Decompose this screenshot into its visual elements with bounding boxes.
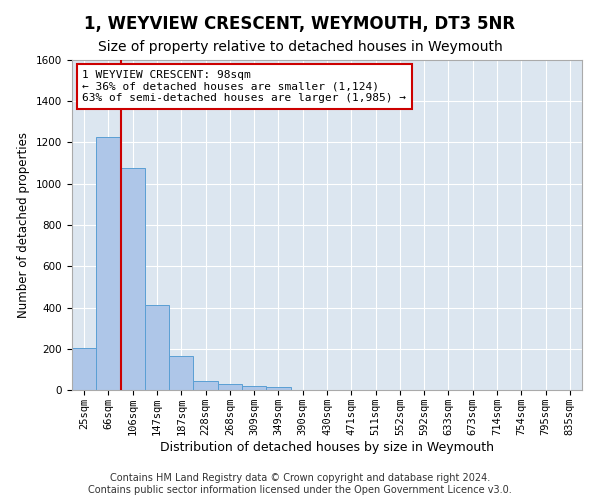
- Bar: [242, 386, 266, 390]
- Y-axis label: Number of detached properties: Number of detached properties: [17, 132, 31, 318]
- Text: 1 WEYVIEW CRESCENT: 98sqm
← 36% of detached houses are smaller (1,124)
63% of se: 1 WEYVIEW CRESCENT: 98sqm ← 36% of detac…: [82, 70, 406, 103]
- Bar: [266, 387, 290, 390]
- Bar: [145, 306, 169, 390]
- Bar: [218, 384, 242, 390]
- Text: 1, WEYVIEW CRESCENT, WEYMOUTH, DT3 5NR: 1, WEYVIEW CRESCENT, WEYMOUTH, DT3 5NR: [85, 15, 515, 33]
- Text: Contains HM Land Registry data © Crown copyright and database right 2024.
Contai: Contains HM Land Registry data © Crown c…: [88, 474, 512, 495]
- Text: Size of property relative to detached houses in Weymouth: Size of property relative to detached ho…: [98, 40, 502, 54]
- Bar: [72, 348, 96, 390]
- Bar: [193, 380, 218, 390]
- Bar: [169, 356, 193, 390]
- Bar: [121, 168, 145, 390]
- Bar: [96, 138, 121, 390]
- X-axis label: Distribution of detached houses by size in Weymouth: Distribution of detached houses by size …: [160, 440, 494, 454]
